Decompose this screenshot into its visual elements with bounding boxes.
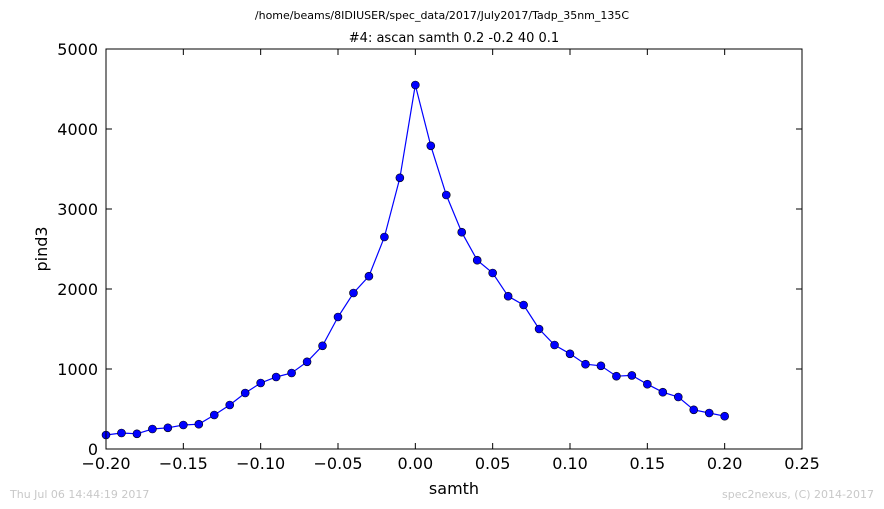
x-tick-label: −0.20 [81, 454, 130, 473]
y-axis-ticks: 0 1000 2000 3000 4000 5000 [57, 40, 802, 459]
data-point [117, 428, 126, 438]
data-point [179, 420, 188, 430]
data-point [395, 173, 405, 183]
data-point [720, 411, 729, 421]
data-point [457, 227, 467, 237]
data-point [627, 371, 637, 380]
data-point [534, 324, 544, 334]
y-tick-label: 0 [88, 440, 98, 459]
footer-timestamp: Thu Jul 06 14:44:19 2017 [9, 488, 149, 501]
data-point [318, 341, 327, 351]
data-point [565, 349, 575, 359]
series-pind3 [101, 80, 729, 440]
data-point [581, 359, 590, 369]
x-tick-label: 0.20 [707, 454, 743, 473]
data-point [132, 429, 142, 439]
y-tick-label: 4000 [57, 120, 98, 139]
footer-credit: spec2nexus, (C) 2014-2017 [722, 488, 874, 501]
data-point [302, 357, 312, 367]
data-point [704, 408, 714, 418]
x-tick-label: 0.10 [552, 454, 588, 473]
y-axis-label: pind3 [32, 226, 51, 271]
data-point [426, 141, 436, 151]
x-tick-label: 0.05 [475, 454, 511, 473]
data-point [441, 190, 451, 200]
y-tick-label: 2000 [57, 280, 98, 299]
data-point [550, 340, 559, 350]
x-tick-label: 0.00 [398, 454, 434, 473]
y-tick-label: 3000 [57, 200, 98, 219]
x-tick-label: −0.10 [236, 454, 285, 473]
data-point [287, 368, 296, 378]
x-tick-label: −0.15 [159, 454, 208, 473]
series-line [105, 84, 725, 436]
data-point [689, 405, 699, 415]
chart-title: #4: ascan samth 0.2 -0.2 40 0.1 [349, 31, 559, 46]
data-point [209, 410, 219, 420]
data-point [333, 312, 343, 322]
data-point [194, 419, 204, 429]
data-point [240, 388, 250, 398]
x-axis-ticks: −0.20 −0.15 −0.10 −0.05 0.00 0.05 0.10 0.15 0.20… [81, 49, 820, 473]
x-tick-label: 0.15 [630, 454, 666, 473]
data-point [673, 392, 683, 402]
data-point [612, 371, 621, 381]
data-point [380, 232, 389, 242]
data-point [225, 400, 235, 410]
data-point [364, 271, 374, 281]
x-tick-label: 0.25 [784, 454, 820, 473]
data-point [271, 372, 281, 382]
data-point [148, 424, 157, 434]
data-point [349, 288, 358, 298]
x-axis-label: samth [429, 479, 479, 498]
y-tick-label: 1000 [57, 360, 98, 379]
data-point [519, 300, 528, 310]
data-point [411, 80, 420, 90]
x-tick-label: −0.05 [313, 454, 362, 473]
plot-frame [105, 48, 803, 450]
data-point [643, 379, 652, 389]
data-point [658, 387, 668, 397]
y-tick-label: 5000 [57, 40, 98, 59]
data-point [503, 291, 513, 301]
file-path-header: /home/beams/8IDIUSER/spec_data/2017/July… [255, 9, 630, 22]
data-point [256, 378, 265, 388]
data-point [472, 255, 482, 265]
data-point [596, 361, 606, 371]
data-point [488, 268, 497, 278]
data-point [163, 423, 173, 433]
